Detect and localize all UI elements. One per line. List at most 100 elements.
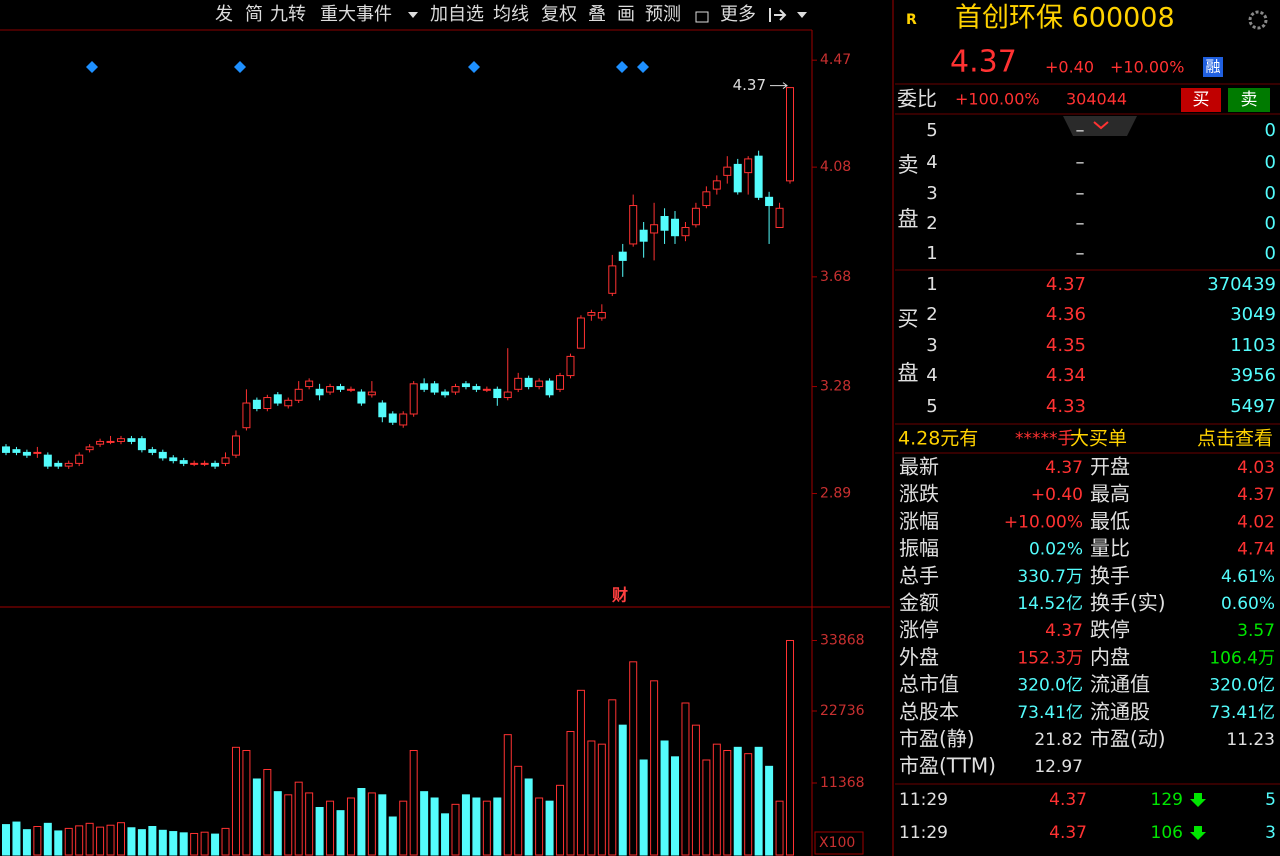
candle-body[interactable] — [660, 216, 669, 231]
candle-body[interactable] — [587, 312, 596, 316]
candle-body[interactable] — [231, 435, 240, 456]
candle-body[interactable] — [346, 388, 355, 391]
candle-body[interactable] — [22, 451, 31, 456]
toolbar-item[interactable]: 叠 — [588, 4, 606, 25]
dropdown-icon[interactable] — [797, 12, 807, 18]
toolbar-item[interactable]: 复权 — [541, 4, 577, 25]
toolbar-item[interactable]: 简 — [245, 4, 263, 25]
buy-button[interactable]: 买 — [1193, 90, 1210, 110]
candle-body[interactable] — [158, 451, 167, 459]
event-label[interactable]: 财 — [611, 586, 628, 605]
candle-body[interactable] — [461, 383, 470, 388]
candle-body[interactable] — [190, 462, 199, 465]
candle-body[interactable] — [388, 413, 397, 423]
candle-body[interactable] — [639, 229, 648, 242]
candle-body[interactable] — [116, 438, 125, 442]
sell-button[interactable]: 卖 — [1241, 90, 1258, 110]
candle-body[interactable] — [451, 386, 460, 393]
candle-body[interactable] — [597, 312, 606, 319]
candle-body[interactable] — [127, 438, 136, 442]
toolbar-item[interactable]: 画 — [617, 4, 635, 25]
settings-icon[interactable] — [1248, 10, 1268, 30]
candle-body[interactable] — [54, 462, 63, 467]
candle-body[interactable] — [556, 375, 565, 390]
candle-body[interactable] — [64, 462, 73, 467]
candle-body[interactable] — [357, 391, 366, 404]
candle-body[interactable] — [2, 446, 10, 453]
candle-body[interactable] — [754, 155, 763, 198]
event-marker[interactable] — [86, 61, 98, 73]
candle-body[interactable] — [263, 397, 272, 410]
candle-body[interactable] — [12, 449, 21, 453]
candle-body[interactable] — [315, 388, 324, 396]
candle-body[interactable] — [305, 380, 314, 388]
buy-button-bg[interactable] — [1181, 88, 1221, 112]
candle-body[interactable] — [671, 218, 680, 237]
toolbar-item[interactable]: 均线 — [493, 4, 529, 25]
candle-body[interactable] — [786, 87, 794, 182]
candle-body[interactable] — [566, 355, 575, 377]
candle-body[interactable] — [441, 391, 450, 396]
candle-body[interactable] — [211, 462, 220, 467]
candle-body[interactable] — [482, 388, 491, 391]
toolbar-item[interactable]: 九转 — [270, 4, 306, 25]
toolbar-item[interactable]: 重大事件 — [320, 4, 392, 25]
toolbar-item[interactable]: 发 — [215, 4, 233, 25]
candle-body[interactable] — [618, 251, 627, 261]
candle-body[interactable] — [472, 386, 481, 390]
candle-body[interactable] — [252, 399, 261, 410]
dropdown-icon[interactable] — [408, 12, 418, 18]
candle-body[interactable] — [524, 377, 533, 388]
candle-body[interactable] — [733, 163, 742, 193]
candle-body[interactable] — [691, 207, 700, 226]
candle-body[interactable] — [137, 438, 146, 451]
candle-body[interactable] — [493, 388, 502, 399]
toolbar-item[interactable]: 加自选 — [430, 4, 484, 25]
candle-body[interactable] — [514, 377, 523, 390]
candle-body[interactable] — [336, 386, 345, 390]
candle-body[interactable] — [399, 413, 408, 426]
candle-body[interactable] — [75, 454, 84, 464]
candle-body[interactable] — [96, 440, 105, 445]
candle-body[interactable] — [85, 446, 94, 451]
candle-body[interactable] — [503, 391, 512, 399]
candle-body[interactable] — [409, 383, 418, 415]
event-marker[interactable] — [616, 61, 628, 73]
candle-body[interactable] — [576, 317, 585, 349]
candle-body[interactable] — [430, 383, 439, 393]
event-marker[interactable] — [234, 61, 246, 73]
candle-body[interactable] — [169, 457, 178, 462]
candle-body[interactable] — [535, 380, 544, 388]
event-marker[interactable] — [637, 61, 649, 73]
candle-body[interactable] — [179, 460, 188, 464]
candle-body[interactable] — [650, 224, 659, 234]
candle-body[interactable] — [221, 457, 230, 464]
candle-body[interactable] — [775, 207, 784, 228]
candle-body[interactable] — [106, 440, 115, 443]
candle-body[interactable] — [765, 196, 774, 207]
candle-body[interactable] — [43, 454, 52, 467]
candle-body[interactable] — [273, 394, 282, 404]
pin-icon[interactable] — [769, 8, 787, 22]
sell-button-bg[interactable] — [1228, 88, 1270, 112]
toolbar-item[interactable]: 更多 — [720, 4, 756, 25]
candle-body[interactable] — [744, 158, 753, 174]
candle-body[interactable] — [367, 391, 376, 396]
candle-body[interactable] — [608, 265, 617, 294]
toolbar-item[interactable]: 预测 — [645, 4, 681, 25]
candle-body[interactable] — [712, 180, 721, 190]
candle-body[interactable] — [378, 402, 387, 418]
candle-body[interactable] — [294, 388, 303, 401]
candle-body[interactable] — [545, 380, 554, 396]
candle-body[interactable] — [681, 226, 690, 237]
candle-body[interactable] — [242, 402, 251, 429]
big-order-action[interactable]: 点击查看 — [1197, 428, 1273, 450]
candle-body[interactable] — [33, 451, 42, 454]
candle-body[interactable] — [420, 383, 429, 390]
candle-body[interactable] — [326, 386, 335, 393]
candle-body[interactable] — [723, 166, 732, 176]
lock-icon[interactable] — [695, 11, 709, 23]
candle-body[interactable] — [148, 449, 157, 453]
candle-body[interactable] — [702, 191, 711, 207]
candle-body[interactable] — [200, 462, 209, 465]
